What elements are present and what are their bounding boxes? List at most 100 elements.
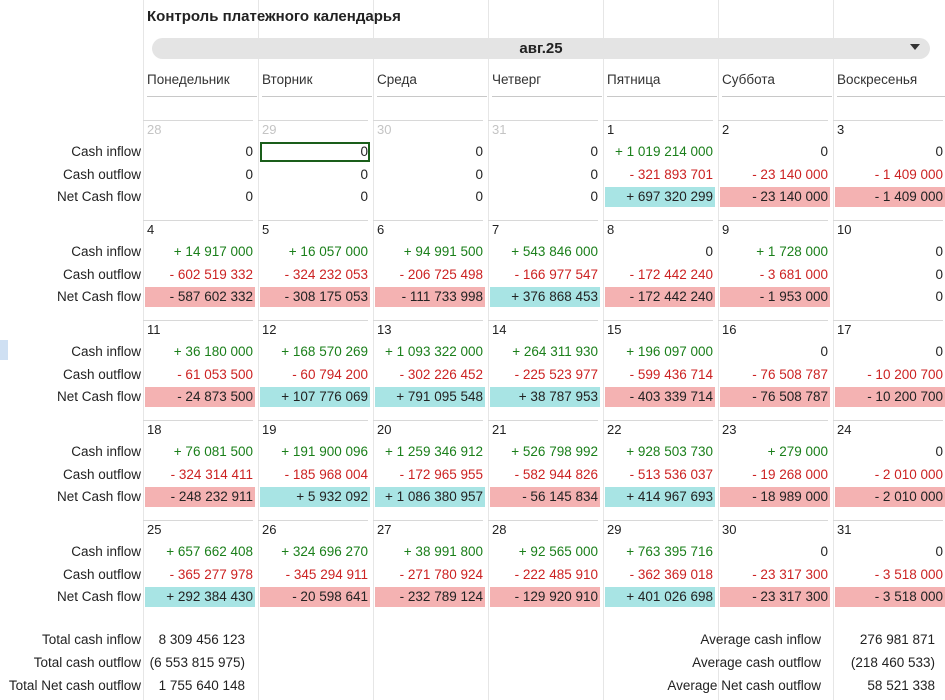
dropdown-arrow-icon[interactable] <box>910 44 920 50</box>
cell-net[interactable]: + 376 868 453 <box>490 287 600 307</box>
cell-net[interactable]: - 111 733 998 <box>375 287 485 307</box>
cell-inflow[interactable]: 0 <box>820 144 828 159</box>
cell-net[interactable]: - 10 200 700 <box>835 387 945 407</box>
cell-inflow[interactable]: + 928 503 730 <box>626 444 713 459</box>
cell-outflow[interactable]: - 602 519 332 <box>169 267 253 282</box>
cell-inflow[interactable]: + 279 000 <box>767 444 828 459</box>
cell-net[interactable]: + 1 086 380 957 <box>375 487 485 507</box>
cell-inflow[interactable]: + 526 798 992 <box>511 444 598 459</box>
cell-outflow[interactable]: - 599 436 714 <box>629 367 713 382</box>
total-inflow-value[interactable]: 8 309 456 123 <box>158 632 245 647</box>
cell-net[interactable]: - 248 232 911 <box>145 487 255 507</box>
cell-net[interactable]: 0 <box>935 289 943 304</box>
cell-net[interactable]: + 697 320 299 <box>605 187 715 207</box>
cell-inflow[interactable]: + 76 081 500 <box>173 444 253 459</box>
cell-inflow[interactable]: 0 <box>935 344 943 359</box>
cell-inflow[interactable]: 0 <box>590 144 598 159</box>
cell-inflow[interactable]: 0 <box>935 144 943 159</box>
cell-outflow[interactable]: 0 <box>245 167 253 182</box>
cell-net[interactable]: - 20 598 641 <box>260 587 370 607</box>
cell-outflow[interactable]: - 60 794 200 <box>292 367 368 382</box>
cell-outflow[interactable]: - 324 314 411 <box>170 467 253 482</box>
cell-net[interactable]: - 403 339 714 <box>605 387 715 407</box>
cell-inflow[interactable]: + 1 259 346 912 <box>385 444 483 459</box>
cell-outflow[interactable]: - 23 317 300 <box>752 567 828 582</box>
total-net-value[interactable]: 1 755 640 148 <box>158 678 245 693</box>
cell-inflow[interactable]: 0 <box>260 142 370 162</box>
cell-outflow[interactable]: 0 <box>360 167 368 182</box>
cell-outflow[interactable]: - 166 977 547 <box>514 267 598 282</box>
cell-inflow[interactable]: 0 <box>705 244 713 259</box>
cell-net[interactable]: - 308 175 053 <box>260 287 370 307</box>
cell-outflow[interactable]: - 3 518 000 <box>874 567 943 582</box>
cell-net[interactable]: - 23 140 000 <box>720 187 830 207</box>
cell-outflow[interactable]: - 172 965 955 <box>399 467 483 482</box>
cell-inflow[interactable]: + 14 917 000 <box>173 244 253 259</box>
cell-inflow[interactable]: + 196 097 000 <box>626 344 713 359</box>
cell-outflow[interactable]: - 206 725 498 <box>399 267 483 282</box>
avg-net-value[interactable]: 58 521 338 <box>867 678 935 693</box>
cell-outflow[interactable]: - 3 681 000 <box>759 267 828 282</box>
cell-net[interactable]: + 107 776 069 <box>260 387 370 407</box>
cell-outflow[interactable]: - 61 053 500 <box>177 367 253 382</box>
cell-inflow[interactable]: + 543 846 000 <box>511 244 598 259</box>
cell-net[interactable]: 0 <box>360 189 368 204</box>
cell-outflow[interactable]: - 185 968 004 <box>284 467 368 482</box>
cell-outflow[interactable]: - 76 508 787 <box>752 367 828 382</box>
cell-outflow[interactable]: - 345 294 911 <box>285 567 368 582</box>
month-selector[interactable]: авг.25 <box>152 38 930 59</box>
cell-inflow[interactable]: + 324 696 270 <box>281 544 368 559</box>
cell-inflow[interactable]: + 191 900 096 <box>281 444 368 459</box>
cell-net[interactable]: - 2 010 000 <box>835 487 945 507</box>
cell-outflow[interactable]: 0 <box>590 167 598 182</box>
cell-net[interactable]: - 23 317 300 <box>720 587 830 607</box>
cell-outflow[interactable]: - 362 369 018 <box>629 567 713 582</box>
cell-outflow[interactable]: - 321 893 701 <box>629 167 713 182</box>
cell-outflow[interactable]: - 324 232 053 <box>284 267 368 282</box>
cell-outflow[interactable]: - 23 140 000 <box>752 167 828 182</box>
cell-inflow[interactable]: + 38 991 800 <box>403 544 483 559</box>
cell-outflow[interactable]: - 2 010 000 <box>874 467 943 482</box>
cell-inflow[interactable]: 0 <box>245 144 253 159</box>
cell-inflow[interactable]: + 92 565 000 <box>518 544 598 559</box>
cell-net[interactable]: + 292 384 430 <box>145 587 255 607</box>
cell-outflow[interactable]: 0 <box>935 267 943 282</box>
cell-net[interactable]: 0 <box>590 189 598 204</box>
cell-net[interactable]: + 791 095 548 <box>375 387 485 407</box>
cell-net[interactable]: - 76 508 787 <box>720 387 830 407</box>
cell-net[interactable]: - 24 873 500 <box>145 387 255 407</box>
total-outflow-value[interactable]: (6 553 815 975) <box>149 655 245 670</box>
cell-net[interactable]: - 587 602 332 <box>145 287 255 307</box>
cell-outflow[interactable]: 0 <box>475 167 483 182</box>
cell-outflow[interactable]: - 271 780 924 <box>399 567 483 582</box>
cell-outflow[interactable]: - 222 485 910 <box>514 567 598 582</box>
cell-net[interactable]: - 56 145 834 <box>490 487 600 507</box>
cell-net[interactable]: 0 <box>245 189 253 204</box>
cell-net[interactable]: - 129 920 910 <box>490 587 600 607</box>
cell-inflow[interactable]: + 1 019 214 000 <box>615 144 713 159</box>
cell-net[interactable]: + 38 787 953 <box>490 387 600 407</box>
avg-outflow-value[interactable]: (218 460 533) <box>850 655 935 670</box>
cell-net[interactable]: - 18 989 000 <box>720 487 830 507</box>
cell-inflow[interactable]: + 1 093 322 000 <box>385 344 483 359</box>
cell-net[interactable]: - 3 518 000 <box>835 587 945 607</box>
cell-inflow[interactable]: 0 <box>820 344 828 359</box>
cell-inflow[interactable]: + 264 311 930 <box>512 344 598 359</box>
cell-inflow[interactable]: + 94 991 500 <box>403 244 483 259</box>
cell-outflow[interactable]: - 10 200 700 <box>867 367 943 382</box>
cell-inflow[interactable]: 0 <box>935 244 943 259</box>
cell-inflow[interactable]: 0 <box>475 144 483 159</box>
cell-outflow[interactable]: - 365 277 978 <box>169 567 253 582</box>
cell-inflow[interactable]: + 763 395 716 <box>626 544 713 559</box>
cell-outflow[interactable]: - 225 523 977 <box>514 367 598 382</box>
cell-inflow[interactable]: + 1 728 000 <box>756 244 828 259</box>
cell-inflow[interactable]: + 36 180 000 <box>173 344 253 359</box>
cell-net[interactable]: + 414 967 693 <box>605 487 715 507</box>
cell-inflow[interactable]: + 657 662 408 <box>166 544 253 559</box>
cell-inflow[interactable]: + 16 057 000 <box>288 244 368 259</box>
cell-outflow[interactable]: - 19 268 000 <box>752 467 828 482</box>
cell-net[interactable]: - 1 409 000 <box>835 187 945 207</box>
cell-net[interactable]: - 172 442 240 <box>605 287 715 307</box>
cell-outflow[interactable]: - 1 409 000 <box>874 167 943 182</box>
cell-net[interactable]: + 5 932 092 <box>260 487 370 507</box>
